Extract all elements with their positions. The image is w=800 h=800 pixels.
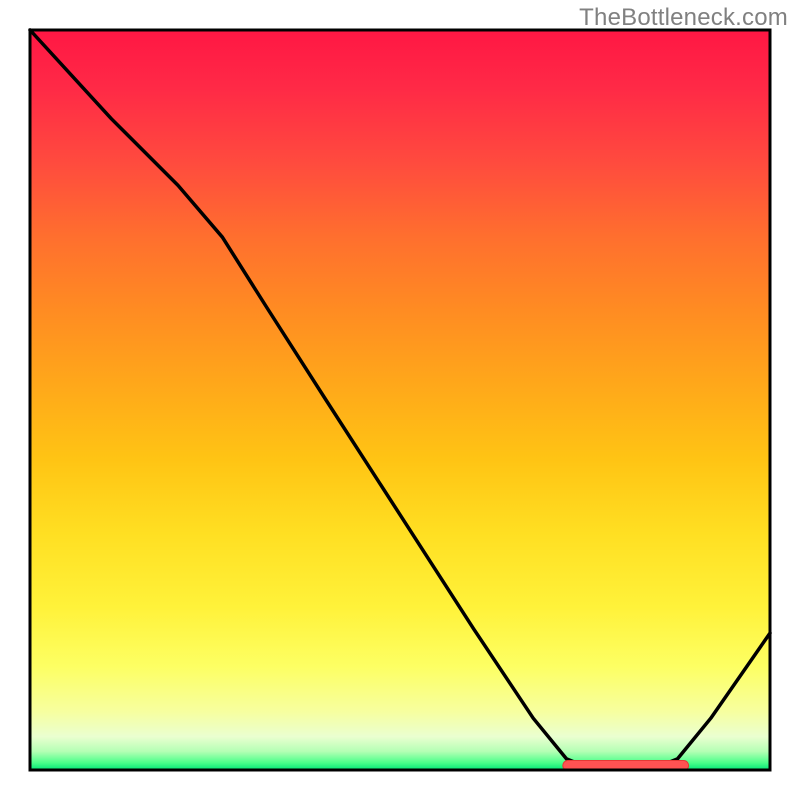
plot-group [30, 30, 770, 771]
watermark-text: TheBottleneck.com [579, 4, 788, 32]
chart-canvas [0, 0, 800, 800]
plot-background [30, 30, 770, 770]
chart-stage: TheBottleneck.com [0, 0, 800, 800]
